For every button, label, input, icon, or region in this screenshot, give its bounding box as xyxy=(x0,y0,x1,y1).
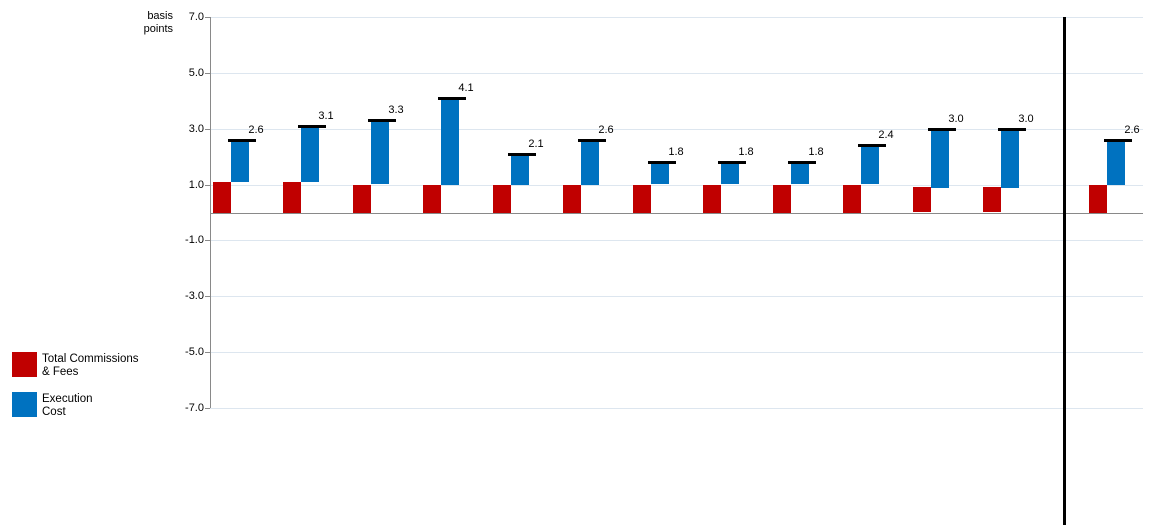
legend-item-execution: Execution Cost xyxy=(12,392,139,419)
bar-commissions-dec-25 xyxy=(983,187,1001,212)
y-tick-label-1.0: 1.0 xyxy=(188,179,204,191)
y-tickmark--3.0 xyxy=(205,296,210,297)
zero-axis-line xyxy=(210,213,1143,214)
bar-value-label-oct-25: 2.4 xyxy=(878,129,894,141)
y-tick-label--1.0: -1.0 xyxy=(185,234,204,246)
bar-value-label-dec-25: 3.0 xyxy=(1018,113,1034,125)
bar-commissions-july-25 xyxy=(633,185,651,213)
y-tick-label--3.0: -3.0 xyxy=(185,290,204,302)
net-cap-jan-25 xyxy=(228,139,256,142)
bar-execution-oct-25 xyxy=(861,145,879,184)
bar-value-label-apr-25: 4.1 xyxy=(458,82,474,94)
legend-label-execution: Execution Cost xyxy=(42,392,93,419)
bar-commissions-aug-25 xyxy=(703,185,721,213)
bar-execution-feb-25 xyxy=(301,126,319,182)
y-tick-label-5.0: 5.0 xyxy=(188,67,204,79)
y-tickmark-3.0 xyxy=(205,129,210,130)
bar-execution-june-25 xyxy=(581,140,599,185)
execution-swatch xyxy=(12,392,37,417)
bar-execution-jan-25 xyxy=(231,140,249,182)
legend-commissions-line2: & Fees xyxy=(42,366,79,378)
axis-unit-line-2: points xyxy=(143,23,173,35)
period-separator-line xyxy=(1063,17,1066,525)
y-axis-line xyxy=(210,17,211,408)
bar-execution-apr-25 xyxy=(441,98,459,185)
legend-execution-line2: Cost xyxy=(42,406,66,418)
net-cap-feb-25 xyxy=(298,125,326,128)
gridline--3.0 xyxy=(210,296,1143,297)
legend: Total Commissions & Fees Execution Cost xyxy=(12,352,139,419)
net-cap-june-25 xyxy=(578,139,606,142)
bar-value-label-nov-25: 3.0 xyxy=(948,113,964,125)
bar-commissions-apr-25 xyxy=(423,185,441,213)
legend-item-commissions: Total Commissions & Fees xyxy=(12,352,139,379)
bar-execution-july-25 xyxy=(651,162,669,184)
net-cap-july-25 xyxy=(648,161,676,164)
legend-commissions-line1: Total Commissions xyxy=(42,353,139,365)
bar-commissions-mar-25 xyxy=(353,185,371,213)
bar-execution-aug-25 xyxy=(721,162,739,184)
gridline-7.0 xyxy=(210,17,1143,18)
y-tickmark--5.0 xyxy=(205,352,210,353)
bar-execution-nov-25 xyxy=(931,129,949,188)
net-cap-nov-25 xyxy=(928,128,956,131)
bar-commissions-oct-25 xyxy=(843,185,861,213)
gridline-5.0 xyxy=(210,73,1143,74)
bar-value-label-july-25: 1.8 xyxy=(668,146,684,158)
y-tickmark-1.0 xyxy=(205,185,210,186)
net-cap-apr-25 xyxy=(438,97,466,100)
net-cap-oct-25 xyxy=(858,144,886,147)
net-cap-mar-25 xyxy=(368,119,396,122)
y-tick-label--7.0: -7.0 xyxy=(185,402,204,414)
bar-value-label-may-25: 2.1 xyxy=(528,138,544,150)
y-tickmark--7.0 xyxy=(205,408,210,409)
chart-plot-area: 7.0 5.0 3.0 1.0 -1.0 -3.0 -5.0 -7.0 2.6 3.1 3.3 4.1… xyxy=(185,11,1143,414)
bar-commissions-may-25 xyxy=(493,185,511,213)
y-tick-label-7.0: 7.0 xyxy=(188,11,204,23)
bar-value-label-feb-25: 3.1 xyxy=(318,110,334,122)
bar-value-label-aug-25: 1.8 xyxy=(738,146,754,158)
gridline-1.0 xyxy=(210,185,1143,186)
net-cap-dec-25 xyxy=(998,128,1026,131)
bar-value-label-mar-25: 3.3 xyxy=(388,104,404,116)
y-tickmark--1.0 xyxy=(205,240,210,241)
net-cap-previous-12-months xyxy=(1104,139,1132,142)
bar-commissions-feb-25 xyxy=(283,182,301,213)
bar-commissions-nov-25 xyxy=(913,187,931,212)
net-cap-sep-25 xyxy=(788,161,816,164)
bar-execution-sep-25 xyxy=(791,162,809,184)
y-tickmark-7.0 xyxy=(205,17,210,18)
gridline-3.0 xyxy=(210,129,1143,130)
bar-execution-previous-12-months xyxy=(1107,140,1125,185)
bar-commissions-previous-12-months xyxy=(1089,185,1107,213)
bar-value-label-previous-12-months: 2.6 xyxy=(1124,124,1140,136)
axis-unit-label: basis points xyxy=(113,10,173,36)
bar-commissions-june-25 xyxy=(563,185,581,213)
bar-value-label-sep-25: 1.8 xyxy=(808,146,824,158)
data-table: Total Commissions & Fees Execution Cost … xyxy=(0,418,1165,528)
bar-commissions-sep-25 xyxy=(773,185,791,213)
net-cap-may-25 xyxy=(508,153,536,156)
gridline--5.0 xyxy=(210,352,1143,353)
legend-label-commissions: Total Commissions & Fees xyxy=(42,352,139,379)
bar-commissions-jan-25 xyxy=(213,182,231,213)
y-tick-label--5.0: -5.0 xyxy=(185,346,204,358)
commissions-swatch xyxy=(12,352,37,377)
gridline--1.0 xyxy=(210,240,1143,241)
y-tick-label-3.0: 3.0 xyxy=(188,123,204,135)
legend-execution-line1: Execution xyxy=(42,393,93,405)
gridline--7.0 xyxy=(210,408,1143,409)
y-tickmark-5.0 xyxy=(205,73,210,74)
bar-execution-mar-25 xyxy=(371,120,389,184)
axis-unit-line-1: basis xyxy=(147,10,173,22)
bar-value-label-june-25: 2.6 xyxy=(598,124,614,136)
net-cap-aug-25 xyxy=(718,161,746,164)
bar-execution-dec-25 xyxy=(1001,129,1019,188)
bar-value-label-jan-25: 2.6 xyxy=(248,124,264,136)
bar-execution-may-25 xyxy=(511,154,529,185)
